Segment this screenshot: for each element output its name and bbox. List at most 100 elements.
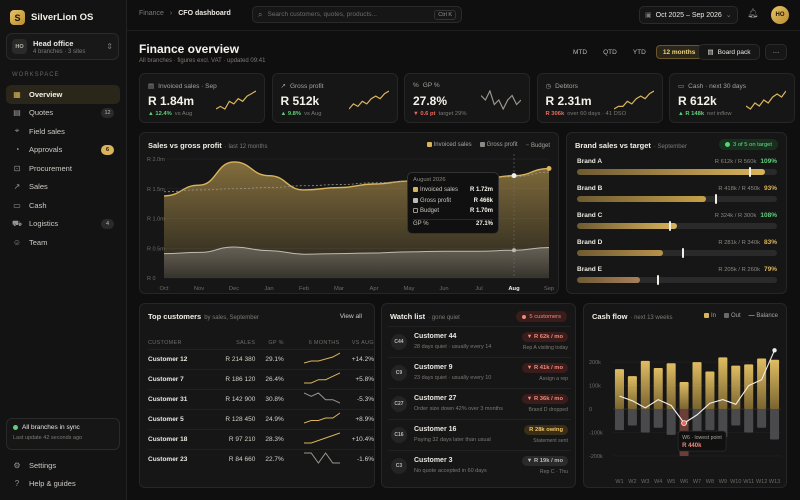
table-row[interactable]: Customer 23 R 84 660 22.7% -1.6% [148, 448, 374, 469]
table-row[interactable]: Customer 12 R 214 380 29.1% +14.2% [148, 348, 374, 369]
crumb-current: CFO dashboard [178, 10, 231, 17]
brand-bar [577, 250, 664, 256]
table-row[interactable]: Customer 18 R 97 210 28.3% +10.4% [148, 428, 374, 449]
kpi-delta: ▼ 0.6 pt [413, 111, 436, 117]
tooltip-row: Budget R 1.70m [413, 206, 493, 217]
kpi-card[interactable]: ↗ Gross profit R 512k ▲ 9.8% vs Aug [271, 73, 398, 123]
brand-row[interactable]: Brand E R 205k / R 260k 79% [577, 266, 777, 285]
board-pack-button[interactable]: ▤ Board pack [698, 44, 760, 60]
brand-track [577, 248, 777, 258]
date-range-picker[interactable]: ▣ Oct 2025 – Sep 2026 ⌄ [639, 6, 738, 24]
watch-action[interactable]: Assign a rep [539, 376, 568, 382]
period-mtd[interactable]: MTD [573, 48, 588, 56]
kpi-delta: ▲ 9.8% [280, 111, 302, 117]
watch-action[interactable]: Statement sent [533, 438, 568, 444]
brand[interactable]: S SilverLion OS [10, 10, 93, 25]
watch-action[interactable]: Rep C · Thu [539, 469, 568, 475]
x-tick-label: Jan [264, 286, 273, 292]
avatar[interactable]: HO [771, 6, 789, 24]
kpi-card[interactable]: ▤ Invoiced sales · Sep R 1.84m ▲ 12.4% vs Au… [139, 73, 265, 123]
kpi-card[interactable]: ◷ Debtors R 2.31m R 306k over 60 days · 41 D… [536, 73, 663, 123]
trend-sparkline [303, 452, 340, 465]
sidebar-item-overview[interactable]: ▦ Overview [6, 85, 120, 104]
brand-values: R 205k / R 260k [718, 267, 760, 273]
period-qtd[interactable]: QTD [603, 48, 617, 56]
watch-pill: ▼ R 41k / mo [521, 363, 568, 373]
kpi-card[interactable]: ▭ Cash · next 30 days R 612k ▲ R 148k net in… [669, 73, 795, 123]
watch-item[interactable]: C27 Customer 27 Order size down 42% over 3… [388, 388, 571, 417]
watch-item[interactable]: C9 Customer 9 23 days quiet · usually ever… [388, 357, 571, 386]
watch-item[interactable]: C16 Customer 16 Paying 32 days later than … [388, 419, 571, 448]
customer-sales: R 186 120 [208, 368, 256, 389]
app-name: SilverLion OS [31, 12, 94, 23]
x-tick-label: W10 [730, 479, 741, 485]
sidebar-item-quotes[interactable]: ▤ Quotes 12 [6, 104, 120, 123]
kpi-card[interactable]: % GP % 27.8% ▼ 0.6 pt target 29% [404, 73, 530, 123]
x-tick-label: W8 [706, 479, 714, 485]
brand-row[interactable]: Brand D R 281k / R 340k 83% [577, 239, 777, 258]
watch-item[interactable]: C44 Customer 44 28 days quiet · usually ev… [388, 326, 571, 355]
brand-subtitle: · September [653, 144, 687, 150]
brand-panel: Brand sales vs target · September 3 of 5 … [566, 132, 787, 294]
period-ytd[interactable]: YTD [632, 48, 646, 56]
y-tick-label: -200k [589, 454, 603, 460]
x-tick-label: W11 [743, 479, 754, 485]
view-all-link[interactable]: View all [339, 313, 362, 320]
sidebar-item-approvals[interactable]: ◔ Approvals 6 [6, 141, 120, 160]
trend-icon: ↗ [13, 182, 21, 192]
tooltip-row: Gross profit R 466k [413, 196, 493, 207]
customers-subtitle: by sales, September [204, 315, 259, 321]
sidebar: S SilverLion OS HO Head office 4 branche… [0, 0, 127, 500]
kpi-sparkline [216, 90, 256, 110]
sidebar-bottom-settings[interactable]: ⚙ Settings [6, 456, 120, 475]
brand-track [577, 167, 777, 177]
sidebar-item-field-sales[interactable]: ⌖ Field sales [6, 122, 120, 141]
status-dot-icon [725, 142, 730, 147]
watch-name: Customer 9 [414, 364, 453, 371]
brand-values: R 612k / R 560k [714, 159, 757, 165]
nav-badge: 12 [101, 107, 114, 118]
brand-row[interactable]: Brand B R 418k / R 450k 93% [577, 185, 777, 204]
brand-track [577, 194, 777, 204]
sidebar-item-cash[interactable]: ▭ Cash [6, 196, 120, 215]
profit-icon: ↗ [280, 83, 286, 90]
org-switcher[interactable]: HO Head office 4 branches · 3 sites ⇕ [6, 33, 119, 60]
kpi-value: R 512k [280, 94, 320, 108]
kpi-value: R 1.84m [148, 94, 195, 108]
sidebar-item-sales[interactable]: ↗ Sales [6, 178, 120, 197]
search-box[interactable]: ⌕ Ctrl K [252, 6, 462, 23]
brand-row[interactable]: Brand A R 612k / R 560k 109% [577, 158, 777, 177]
crumb-finance[interactable]: Finance [139, 10, 164, 17]
y-tick-label: R 1.5m [147, 187, 165, 193]
x-tick-label: W2 [628, 479, 636, 485]
callout-title: W6 · lowest point [682, 435, 722, 441]
sidebar-bottom-help-guides[interactable]: ? Help & guides [6, 475, 120, 494]
sidebar-item-procurement[interactable]: ⊡ Procurement [6, 159, 120, 178]
more-button[interactable]: ··· [765, 44, 787, 60]
period-12-months[interactable]: 12 months [655, 45, 703, 59]
watch-action[interactable]: Brand D dropped [528, 407, 568, 413]
sync-title: All branches in sync [22, 424, 80, 431]
legend-balance: — Balance [748, 313, 778, 320]
sidebar-item-logistics[interactable]: ⛟ Logistics 4 [6, 215, 120, 234]
x-tick-label: Oct [159, 286, 168, 292]
table-row[interactable]: Customer 31 R 142 900 30.8% -5.3% [148, 388, 374, 409]
watch-item[interactable]: C3 Customer 3 No quote accepted in 60 days… [388, 450, 571, 479]
sidebar-item-team[interactable]: ☺ Team [6, 233, 120, 252]
cashflow-chart[interactable]: 200k 100k 0 -100k -200k W1 W2 W3 W4 W5 W6 W7 W8 W9 W10… [583, 303, 787, 488]
budget-line [163, 171, 550, 193]
brand-pct: 108% [760, 212, 777, 219]
brand-row[interactable]: Brand C R 324k / R 300k 108% [577, 212, 777, 231]
org-name: Head office [33, 38, 74, 48]
x-tick-label: W9 [719, 479, 727, 485]
watch-action[interactable]: Rep A visiting today [522, 345, 568, 351]
bell-icon[interactable]: 🔔︎ [747, 8, 759, 18]
chevron-updown-icon: ⇕ [106, 42, 113, 51]
kpi-sparkline [613, 90, 654, 110]
cash-in-bar [757, 358, 767, 410]
customer-sales: R 97 210 [208, 428, 256, 449]
x-tick-label: W7 [693, 479, 701, 485]
search-input[interactable] [267, 11, 430, 18]
